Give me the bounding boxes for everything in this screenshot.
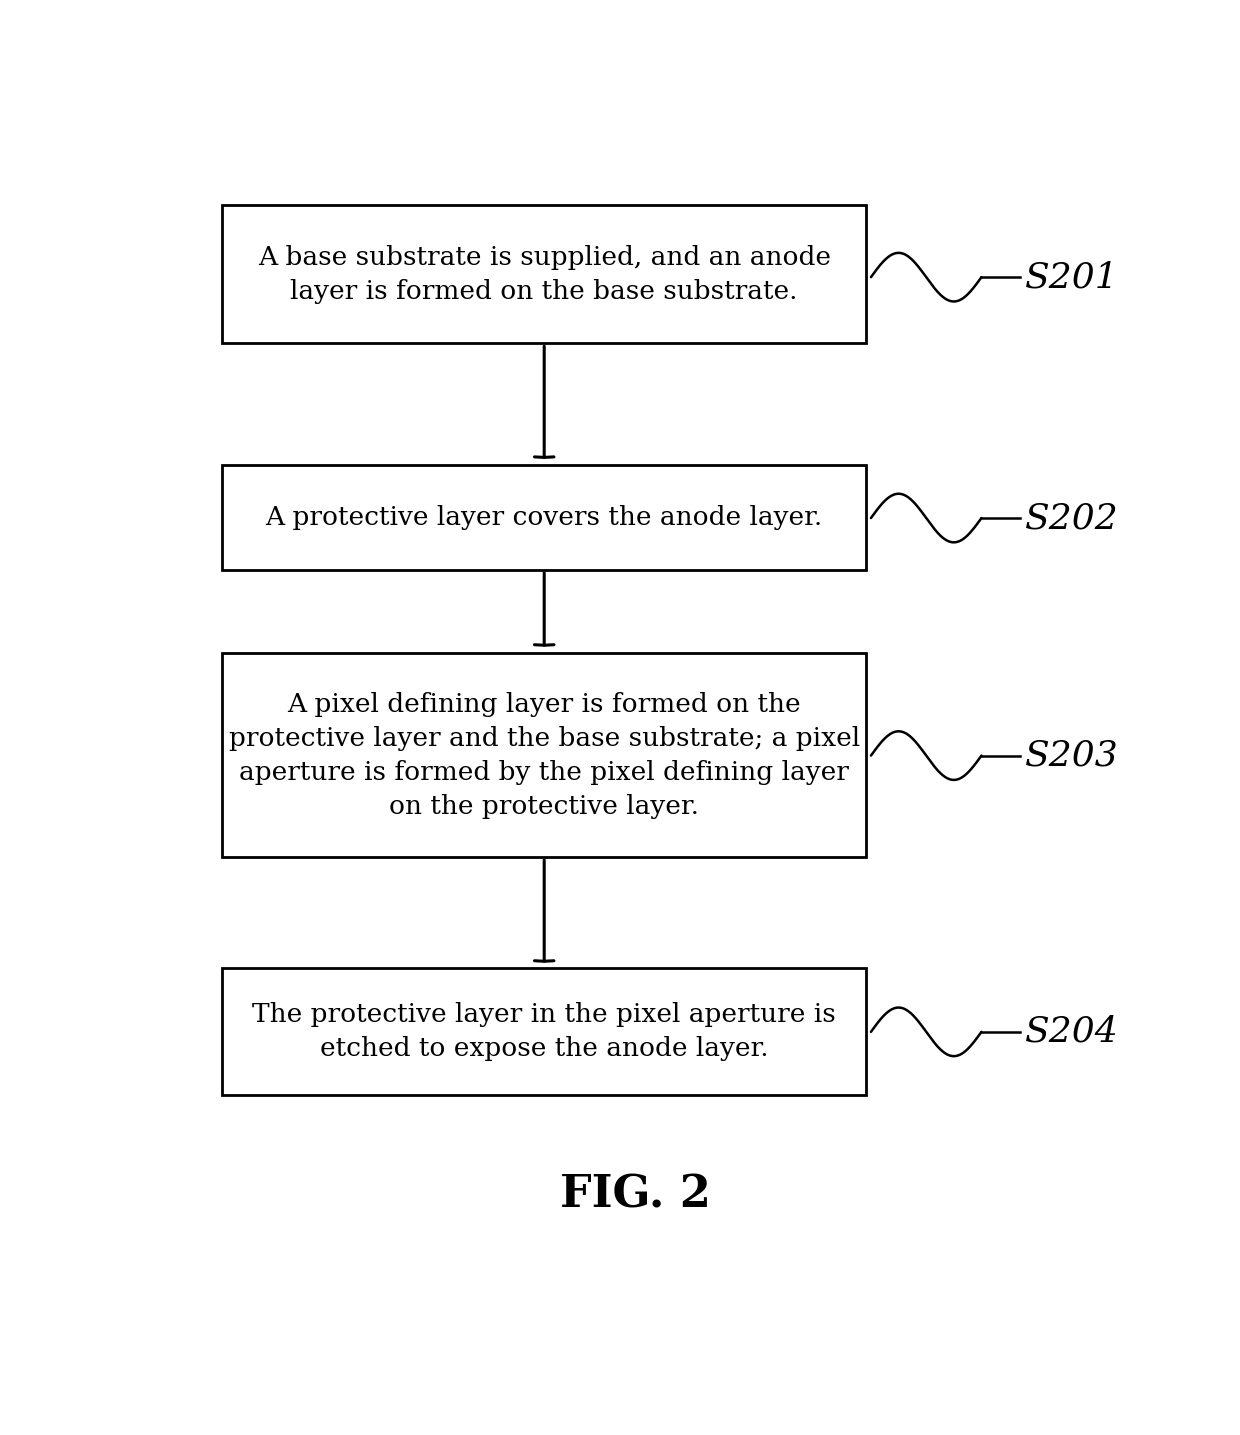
Text: FIG. 2: FIG. 2	[560, 1174, 711, 1217]
Text: A base substrate is supplied, and an anode
layer is formed on the base substrate: A base substrate is supplied, and an ano…	[258, 245, 831, 304]
Text: S203: S203	[1024, 739, 1118, 772]
Text: S201: S201	[1024, 260, 1118, 294]
Text: A pixel defining layer is formed on the
protective layer and the base substrate;: A pixel defining layer is formed on the …	[228, 692, 859, 818]
Text: A protective layer covers the anode layer.: A protective layer covers the anode laye…	[265, 505, 823, 530]
FancyBboxPatch shape	[222, 653, 866, 857]
Text: S202: S202	[1024, 501, 1118, 535]
FancyBboxPatch shape	[222, 205, 866, 343]
FancyBboxPatch shape	[222, 967, 866, 1095]
Text: The protective layer in the pixel aperture is
etched to expose the anode layer.: The protective layer in the pixel apertu…	[252, 1002, 836, 1060]
Text: S204: S204	[1024, 1015, 1118, 1049]
FancyBboxPatch shape	[222, 465, 866, 570]
